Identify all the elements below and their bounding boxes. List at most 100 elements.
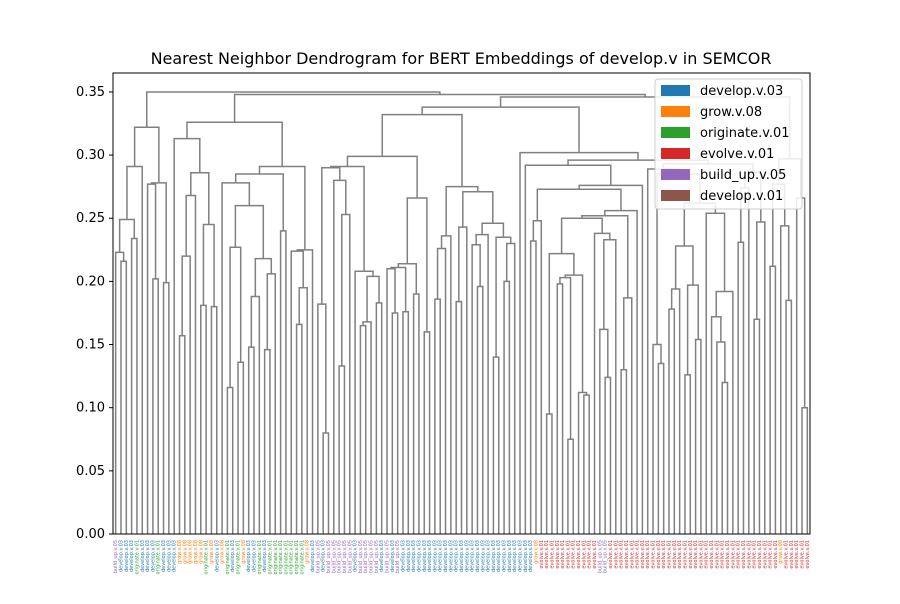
- dendrogram-link: [330, 165, 365, 272]
- plot-frame: [112, 72, 811, 535]
- dendrogram-link: [481, 222, 505, 238]
- leaf-label: grow.v.08: [533, 540, 539, 564]
- leaf-label: evolve.v.01: [613, 540, 619, 569]
- leaf-label: evolve.v.01: [768, 540, 774, 569]
- dendrogram-link: [234, 204, 265, 259]
- leaf-label: evolve.v.01: [608, 540, 614, 569]
- dendrogram-link: [118, 218, 136, 253]
- dendrogram-link: [657, 362, 665, 534]
- dendrogram-link: [186, 121, 283, 167]
- leaf-label: build_up.v.05: [337, 540, 343, 573]
- legend-box: [654, 78, 803, 210]
- leaf-label: grow.v.08: [220, 540, 226, 564]
- dendrogram-link: [475, 233, 489, 534]
- leaf-label: develop.v.03: [422, 540, 428, 572]
- leaf-label: build_up.v.05: [315, 540, 321, 573]
- leaf-label: develop.v.03: [475, 540, 481, 572]
- leaf-label: evolve.v.01: [565, 540, 571, 569]
- y-tick-label: 0.00: [76, 527, 105, 542]
- legend-label: evolve.v.01: [700, 147, 774, 162]
- leaf-label: evolve.v.01: [730, 540, 736, 569]
- dendrogram-link: [567, 438, 574, 534]
- leaf-label: develop.v.03: [321, 540, 327, 572]
- leaf-label: evolve.v.01: [736, 540, 742, 569]
- leaf-label: originate.v.01: [289, 540, 295, 574]
- leaf-label: develop.v.03: [512, 540, 518, 572]
- leaf-label: develop.v.03: [172, 540, 178, 572]
- leaf-label: originate.v.01: [225, 540, 231, 574]
- leaf-label: grow.v.08: [241, 540, 247, 564]
- dendrogram-link: [250, 295, 261, 534]
- leaf-label: originate.v.01: [299, 540, 305, 574]
- leaf-label: build_up.v.05: [326, 540, 332, 573]
- dendrogram-link: [603, 238, 617, 534]
- dendrogram-link: [471, 244, 481, 534]
- leaf-label: originate.v.01: [257, 540, 263, 574]
- leaf-label: develop.v.03: [432, 540, 438, 572]
- y-tick-label: 0.30: [76, 148, 105, 163]
- legend: develop.v.03 grow.v.08 originate.v.01 evolv…: [654, 78, 803, 210]
- legend-swatch: [661, 169, 690, 180]
- dendrogram-link: [564, 274, 584, 393]
- dendrogram-link: [604, 376, 612, 534]
- y-tick-label: 0.20: [76, 274, 105, 289]
- leaf-label: develop.v.03: [502, 540, 508, 572]
- dendrogram-link: [684, 374, 692, 534]
- leaf-label: originate.v.01: [134, 540, 140, 574]
- leaf-label: develop.v.03: [416, 540, 422, 572]
- dendrogram-link: [254, 257, 273, 297]
- dendrogram-link: [795, 197, 806, 534]
- dendrogram-link: [436, 247, 447, 534]
- leaf-label: evolve.v.01: [762, 540, 768, 569]
- dendrogram-link: [390, 266, 407, 312]
- leaf-label: evolve.v.01: [677, 540, 683, 569]
- leaf-label: develop.v.03: [491, 540, 497, 572]
- leaf-label: originate.v.01: [273, 540, 279, 574]
- leaf-label: evolve.v.01: [624, 540, 630, 569]
- dendrogram-link: [162, 281, 170, 534]
- dendrogram-link: [581, 214, 629, 298]
- leaf-label: evolve.v.01: [587, 540, 593, 569]
- leaf-label: develop.v.03: [124, 540, 130, 572]
- leaf-label: evolve.v.01: [539, 540, 545, 569]
- dendrogram-link: [210, 305, 218, 534]
- dendrogram-link: [114, 251, 125, 534]
- leaf-label: evolve.v.01: [619, 540, 625, 569]
- dendrogram-link: [346, 155, 418, 199]
- leaf-label: originate.v.01: [204, 540, 210, 574]
- leaf-label: evolve.v.01: [709, 540, 715, 569]
- dendrogram-link: [458, 226, 468, 534]
- leaf-label: evolve.v.01: [741, 540, 747, 569]
- leaf-label: develop.v.03: [353, 540, 359, 572]
- leaf-label: evolve.v.01: [693, 540, 699, 569]
- leaf-label: grow.v.08: [305, 540, 311, 564]
- y-tick-label: 0.05: [76, 464, 105, 479]
- dendrogram-link: [295, 323, 303, 534]
- dendrogram-link: [258, 165, 306, 250]
- legend-label: develop.v.03: [700, 84, 783, 99]
- leaf-label: build_up.v.05: [113, 540, 119, 573]
- dendrogram-link: [545, 413, 553, 534]
- dendrogram-link: [296, 249, 314, 534]
- dendrogram-link: [362, 321, 372, 534]
- dendrogram-link: [229, 246, 242, 388]
- leaf-label: evolve.v.01: [789, 540, 795, 569]
- leaf-label: build_up.v.05: [363, 540, 369, 573]
- leaf-label: evolve.v.01: [640, 540, 646, 569]
- dendrogram-link: [434, 298, 441, 534]
- dendrogram-link: [492, 356, 500, 534]
- leaf-label: originate.v.01: [267, 540, 273, 574]
- leaf-label: build_up.v.05: [395, 540, 401, 573]
- dendrogram-link: [710, 316, 722, 534]
- y-tick-label: 0.25: [76, 211, 105, 226]
- leaf-label: develop.v.03: [470, 540, 476, 572]
- dendrogram-link: [341, 213, 351, 534]
- leaf-label: develop.v.03: [507, 540, 513, 572]
- leaf-label: evolve.v.01: [752, 540, 758, 569]
- dendrogram-link: [290, 250, 304, 534]
- dendrogram-link: [200, 304, 207, 534]
- dendrogram-link: [445, 185, 479, 236]
- leaf-label: build_up.v.05: [374, 540, 380, 573]
- dendrogram-link: [503, 280, 511, 534]
